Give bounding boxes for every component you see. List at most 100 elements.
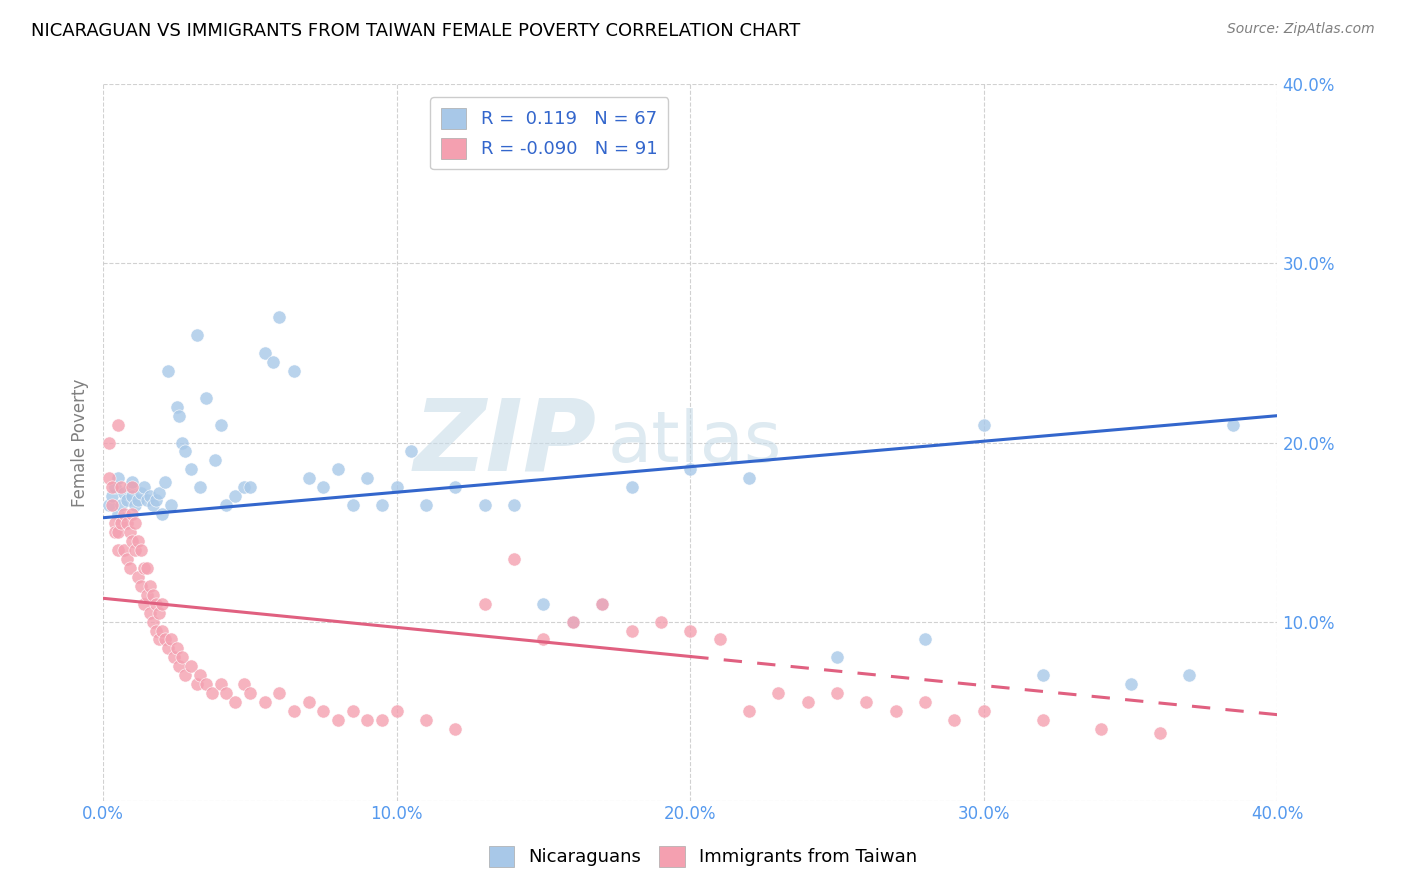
Point [150,624,173,638]
Point [253,695,276,709]
Point [112,507,135,521]
Point [139,489,162,503]
Point [124,516,146,530]
Point [110,516,132,530]
Point [110,480,132,494]
Point [371,498,394,512]
Point [326,462,349,476]
Point [194,677,217,691]
Point [107,471,129,485]
Text: NICARAGUAN VS IMMIGRANTS FROM TAIWAN FEMALE POVERTY CORRELATION CHART: NICARAGUAN VS IMMIGRANTS FROM TAIWAN FEM… [31,22,800,40]
Point [142,498,165,512]
Point [914,695,936,709]
Point [215,498,238,512]
Point [709,632,731,647]
Point [233,480,256,494]
Point [768,686,790,700]
Point [174,444,197,458]
Point [415,498,437,512]
Point [356,471,378,485]
Point [253,346,276,360]
Point [1090,722,1112,736]
Point [129,543,152,558]
Point [107,507,129,521]
Point [172,435,194,450]
Point [169,409,191,423]
Point [503,552,526,566]
Point [269,686,291,700]
Point [401,444,423,458]
Point [148,632,170,647]
Point [121,534,143,549]
Point [1149,725,1171,739]
Point [591,597,613,611]
Point [104,480,127,494]
Legend: Nicaraguans, Immigrants from Taiwan: Nicaraguans, Immigrants from Taiwan [481,838,925,874]
Point [121,489,143,503]
Point [121,480,143,494]
Point [943,713,966,727]
Point [233,677,256,691]
Point [101,498,124,512]
Point [239,480,262,494]
Point [342,704,364,718]
Point [129,579,152,593]
Point [209,417,232,432]
Point [134,561,156,575]
Point [139,606,162,620]
Point [115,516,138,530]
Point [150,597,173,611]
Point [914,632,936,647]
Point [104,524,127,539]
Point [415,713,437,727]
Point [738,471,761,485]
Point [298,695,321,709]
Point [136,561,159,575]
Point [180,462,202,476]
Point [136,492,159,507]
Point [283,704,305,718]
Point [127,492,149,507]
Point [186,328,208,343]
Point [973,704,995,718]
Point [591,597,613,611]
Point [884,704,907,718]
Point [172,650,194,665]
Point [342,498,364,512]
Point [620,624,643,638]
Point [1031,713,1053,727]
Point [107,417,129,432]
Point [121,507,143,521]
Point [124,498,146,512]
Point [973,417,995,432]
Text: Source: ZipAtlas.com: Source: ZipAtlas.com [1227,22,1375,37]
Point [533,632,555,647]
Point [107,543,129,558]
Point [115,552,138,566]
Point [262,355,284,369]
Point [134,597,156,611]
Point [385,704,408,718]
Point [169,659,191,673]
Point [239,686,262,700]
Point [1222,417,1244,432]
Point [188,480,211,494]
Point [127,570,149,584]
Point [444,480,467,494]
Point [112,543,135,558]
Point [650,615,672,629]
Point [101,489,124,503]
Point [385,480,408,494]
Point [796,695,818,709]
Point [1031,668,1053,682]
Point [127,534,149,549]
Point [121,475,143,489]
Point [124,543,146,558]
Point [180,659,202,673]
Point [620,480,643,494]
Point [209,677,232,691]
Point [118,480,141,494]
Point [156,641,179,656]
Point [224,489,246,503]
Point [101,480,124,494]
